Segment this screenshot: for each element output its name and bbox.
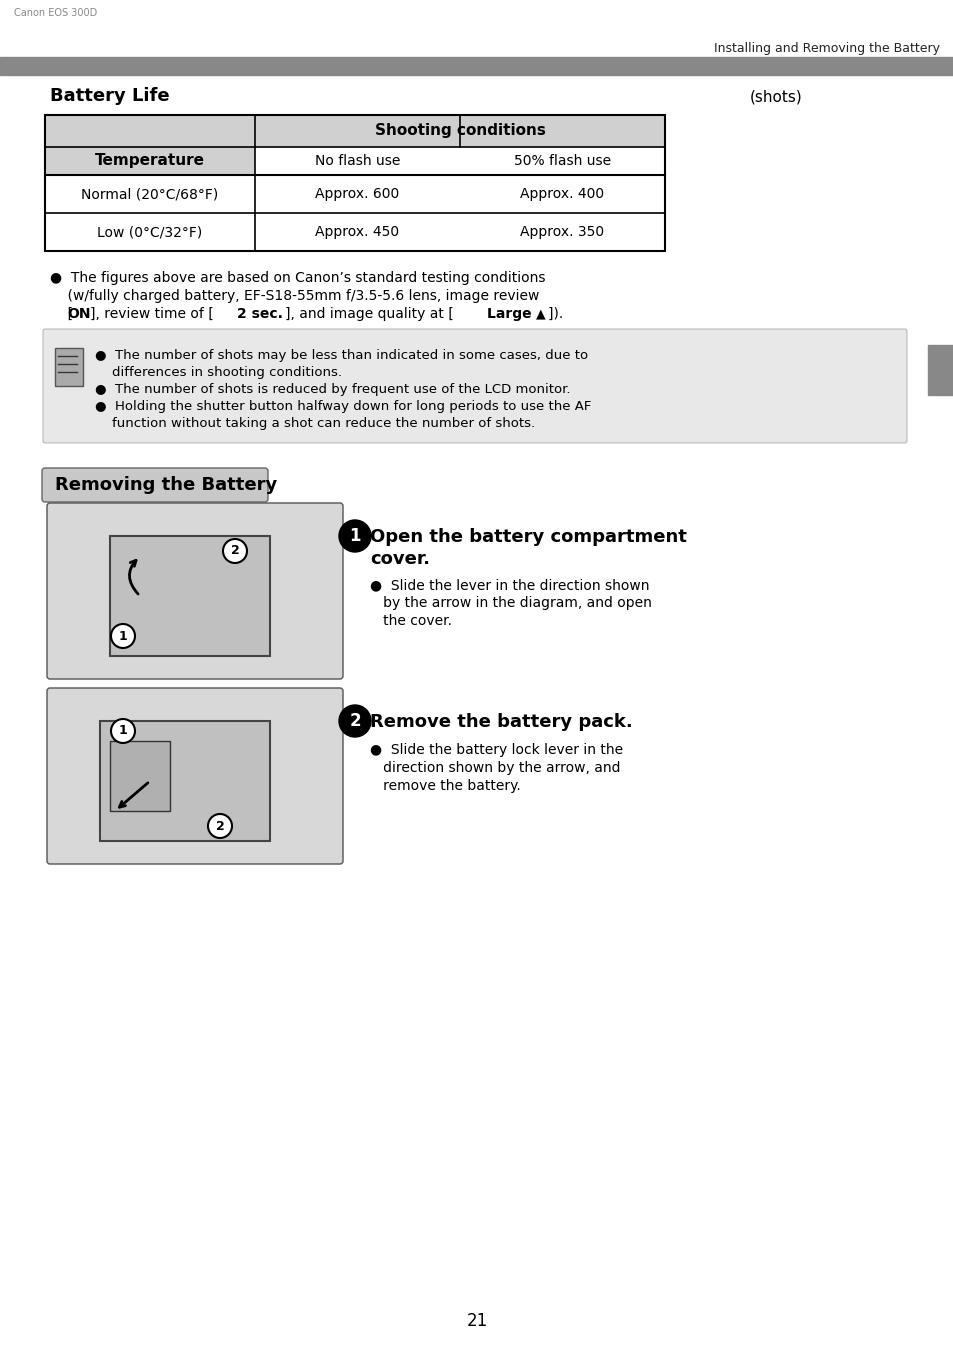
Text: differences in shooting conditions.: differences in shooting conditions. <box>95 366 341 379</box>
Text: Canon EOS 300D: Canon EOS 300D <box>14 8 97 18</box>
Text: Battery Life: Battery Life <box>50 86 170 105</box>
Bar <box>254 115 664 147</box>
Bar <box>45 115 664 251</box>
Bar <box>110 741 170 811</box>
Text: ▲: ▲ <box>536 308 545 320</box>
Text: 1: 1 <box>118 630 128 642</box>
Text: 1: 1 <box>349 527 360 545</box>
Text: Shooting conditions: Shooting conditions <box>375 124 545 139</box>
Text: (w/fully charged battery, EF-S18-55mm f/3.5-5.6 lens, image review: (w/fully charged battery, EF-S18-55mm f/… <box>50 289 538 304</box>
Text: direction shown by the arrow, and: direction shown by the arrow, and <box>370 761 619 774</box>
Text: the cover.: the cover. <box>370 614 452 629</box>
Circle shape <box>111 719 135 743</box>
Text: [: [ <box>50 308 73 321</box>
Bar <box>55 348 83 386</box>
FancyBboxPatch shape <box>47 503 343 679</box>
Bar <box>0 57 953 76</box>
Text: 2: 2 <box>215 819 224 832</box>
Text: ●  The number of shots may be less than indicated in some cases, due to: ● The number of shots may be less than i… <box>95 349 587 362</box>
Text: 21: 21 <box>466 1313 487 1330</box>
Circle shape <box>223 540 247 563</box>
Text: ●  The figures above are based on Canon’s standard testing conditions: ● The figures above are based on Canon’s… <box>50 271 545 285</box>
Text: 2: 2 <box>231 545 239 557</box>
Text: ON: ON <box>67 308 91 321</box>
Text: 50% flash use: 50% flash use <box>514 154 611 169</box>
Bar <box>927 345 953 395</box>
Text: ●  Slide the battery lock lever in the: ● Slide the battery lock lever in the <box>370 743 622 757</box>
FancyBboxPatch shape <box>47 688 343 863</box>
Text: 1: 1 <box>118 724 128 738</box>
Text: ●  Slide the lever in the direction shown: ● Slide the lever in the direction shown <box>370 577 649 592</box>
Circle shape <box>208 813 232 838</box>
Bar <box>45 115 254 175</box>
Text: cover.: cover. <box>370 550 430 568</box>
Text: Approx. 400: Approx. 400 <box>520 188 604 201</box>
Text: ●  Holding the shutter button halfway down for long periods to use the AF: ● Holding the shutter button halfway dow… <box>95 401 591 413</box>
Text: (shots): (shots) <box>749 90 801 105</box>
Text: Low (0°C/32°F): Low (0°C/32°F) <box>97 225 202 239</box>
FancyBboxPatch shape <box>43 329 906 442</box>
Bar <box>110 536 270 656</box>
Text: 2: 2 <box>349 712 360 730</box>
Text: Open the battery compartment: Open the battery compartment <box>370 527 686 546</box>
Circle shape <box>338 519 371 552</box>
Text: ], review time of [: ], review time of [ <box>90 308 213 321</box>
Text: Normal (20°C/68°F): Normal (20°C/68°F) <box>81 188 218 201</box>
Circle shape <box>111 625 135 648</box>
Text: Large: Large <box>486 308 536 321</box>
Text: Temperature: Temperature <box>95 154 205 169</box>
Text: ]).: ]). <box>547 308 572 321</box>
Text: function without taking a shot can reduce the number of shots.: function without taking a shot can reduc… <box>95 417 535 430</box>
Text: Remove the battery pack.: Remove the battery pack. <box>370 714 632 731</box>
FancyBboxPatch shape <box>42 468 268 502</box>
Text: Approx. 600: Approx. 600 <box>315 188 399 201</box>
Text: No flash use: No flash use <box>314 154 399 169</box>
Text: Installing and Removing the Battery: Installing and Removing the Battery <box>713 42 939 55</box>
Text: Approx. 450: Approx. 450 <box>315 225 399 239</box>
Circle shape <box>338 706 371 737</box>
Bar <box>100 720 270 840</box>
Text: 2 sec.: 2 sec. <box>236 308 283 321</box>
Text: ●  The number of shots is reduced by frequent use of the LCD monitor.: ● The number of shots is reduced by freq… <box>95 383 570 397</box>
Text: Removing the Battery: Removing the Battery <box>55 476 277 494</box>
Text: ], and image quality at [: ], and image quality at [ <box>285 308 454 321</box>
Text: Approx. 350: Approx. 350 <box>520 225 604 239</box>
Text: by the arrow in the diagram, and open: by the arrow in the diagram, and open <box>370 596 651 610</box>
Text: remove the battery.: remove the battery. <box>370 778 520 793</box>
